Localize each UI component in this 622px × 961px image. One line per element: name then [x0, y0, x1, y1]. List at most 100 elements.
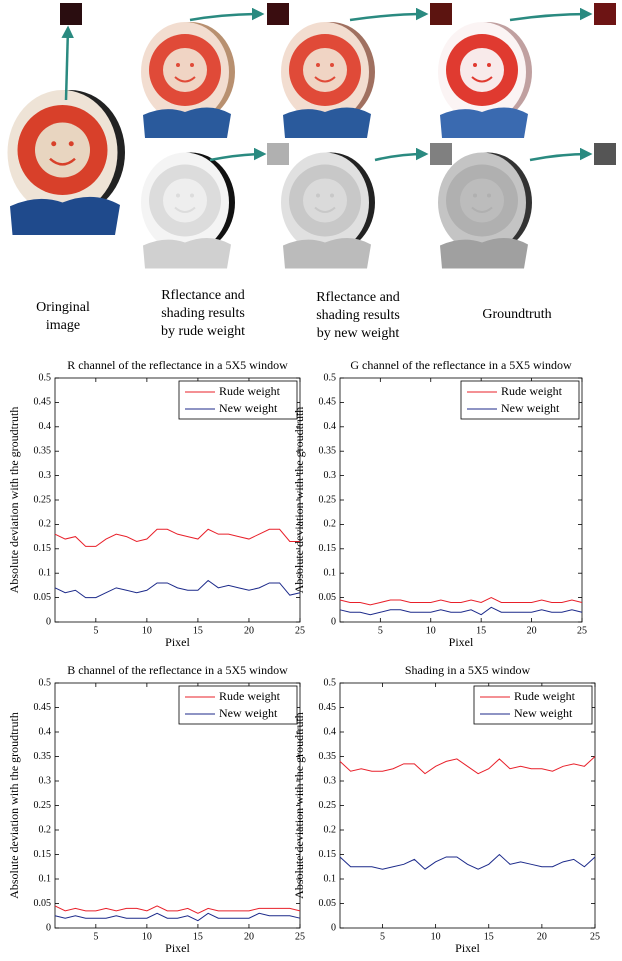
color-swatch [594, 143, 616, 165]
shading-groundtruth [438, 153, 532, 269]
x-tick-label: 10 [431, 931, 441, 942]
x-tick-label: 15 [193, 625, 203, 636]
chart: B channel of the reflectance in a 5X5 wi… [7, 663, 305, 955]
y-tick-label: 0.15 [34, 849, 52, 860]
image-panel [8, 3, 617, 269]
y-tick-label: 0.4 [39, 726, 52, 737]
x-tick-label: 10 [142, 931, 152, 942]
figure: OringinalimageRflectance andshading resu… [0, 0, 622, 961]
color-swatch [267, 3, 289, 25]
chart-title: Shading in a 5X5 window [405, 663, 531, 677]
x-tick-label: 5 [93, 625, 98, 636]
x-tick-label: 25 [577, 625, 587, 636]
x-tick-label: 25 [295, 931, 305, 942]
caption-line: shading results [161, 306, 245, 321]
y-tick-label: 0.5 [39, 677, 52, 688]
x-axis-label: Pixel [165, 635, 190, 649]
caption-line: shading results [316, 308, 400, 323]
x-tick-label: 20 [244, 625, 254, 636]
y-tick-label: 0.3 [324, 775, 337, 786]
y-tick-label: 0 [46, 616, 51, 627]
y-axis-label: Absolute deviation with the groudtruth [292, 407, 306, 594]
y-tick-label: 0.35 [319, 445, 337, 456]
x-tick-label: 5 [93, 931, 98, 942]
legend: Rude weight New weight [179, 686, 297, 724]
x-tick-label: 25 [295, 625, 305, 636]
x-tick-label: 20 [527, 625, 537, 636]
shading-rude [141, 153, 235, 269]
y-tick-label: 0.1 [39, 567, 52, 578]
caption-line: image [46, 318, 80, 333]
chart: R channel of the reflectance in a 5X5 wi… [7, 358, 305, 649]
chart-title: G channel of the reflectance in a 5X5 wi… [350, 358, 572, 372]
legend-label: Rude weight [501, 384, 563, 398]
x-tick-label: 25 [590, 931, 600, 942]
legend: Rude weight New weight [474, 686, 592, 724]
x-tick-label: 10 [426, 625, 436, 636]
original-image [8, 90, 126, 235]
y-tick-label: 0.4 [324, 726, 337, 737]
y-tick-label: 0.1 [324, 567, 337, 578]
y-tick-label: 0.5 [39, 372, 52, 383]
y-tick-label: 0.45 [319, 702, 337, 713]
x-tick-label: 20 [244, 931, 254, 942]
legend-label: Rude weight [514, 689, 576, 703]
reflectance-new [281, 22, 375, 138]
x-tick-label: 15 [476, 625, 486, 636]
y-tick-label: 0.4 [324, 421, 337, 432]
y-tick-label: 0.3 [39, 775, 52, 786]
y-tick-label: 0.35 [319, 751, 337, 762]
y-tick-label: 0.05 [319, 592, 337, 603]
y-tick-label: 0.05 [319, 898, 337, 909]
y-tick-label: 0.1 [324, 873, 337, 884]
legend: Rude weight New weight [461, 381, 579, 419]
y-tick-label: 0 [331, 616, 336, 627]
legend-label: New weight [514, 706, 573, 720]
color-swatch [594, 3, 616, 25]
y-tick-label: 0.35 [34, 751, 52, 762]
legend-label: New weight [219, 706, 278, 720]
y-tick-label: 0.05 [34, 898, 52, 909]
x-tick-label: 10 [142, 625, 152, 636]
y-tick-label: 0.25 [34, 800, 52, 811]
y-tick-label: 0.45 [34, 702, 52, 713]
legend-label: Rude weight [219, 689, 281, 703]
caption-line: by new weight [317, 326, 400, 341]
color-swatch [267, 143, 289, 165]
caption-line: Rflectance and [316, 290, 400, 305]
color-swatch [430, 143, 452, 165]
x-axis-label: Pixel [455, 941, 480, 955]
chart-title: R channel of the reflectance in a 5X5 wi… [67, 358, 288, 372]
x-tick-label: 5 [378, 625, 383, 636]
y-tick-label: 0.05 [34, 592, 52, 603]
reflectance-groundtruth [438, 22, 532, 138]
shading-new [281, 153, 375, 269]
y-tick-label: 0 [331, 922, 336, 933]
y-tick-label: 0.25 [319, 800, 337, 811]
y-tick-label: 0.45 [34, 397, 52, 408]
color-swatch [430, 3, 452, 25]
y-tick-label: 0.3 [324, 470, 337, 481]
x-tick-label: 15 [484, 931, 494, 942]
y-tick-label: 0.45 [319, 397, 337, 408]
x-tick-label: 5 [380, 931, 385, 942]
y-tick-label: 0 [46, 922, 51, 933]
y-tick-label: 0.2 [39, 519, 52, 530]
y-tick-label: 0.15 [319, 849, 337, 860]
caption-line: by rude weight [161, 324, 245, 339]
x-axis-label: Pixel [165, 941, 190, 955]
y-tick-label: 0.4 [39, 421, 52, 432]
legend-label: New weight [501, 401, 560, 415]
chart: G channel of the reflectance in a 5X5 wi… [292, 358, 587, 649]
y-tick-label: 0.25 [319, 494, 337, 505]
color-swatch [60, 3, 82, 25]
y-tick-label: 0.2 [324, 519, 337, 530]
y-tick-label: 0.5 [324, 372, 337, 383]
y-tick-label: 0.2 [324, 824, 337, 835]
y-tick-label: 0.25 [34, 494, 52, 505]
y-tick-label: 0.2 [39, 824, 52, 835]
x-tick-label: 15 [193, 931, 203, 942]
y-tick-label: 0.5 [324, 677, 337, 688]
